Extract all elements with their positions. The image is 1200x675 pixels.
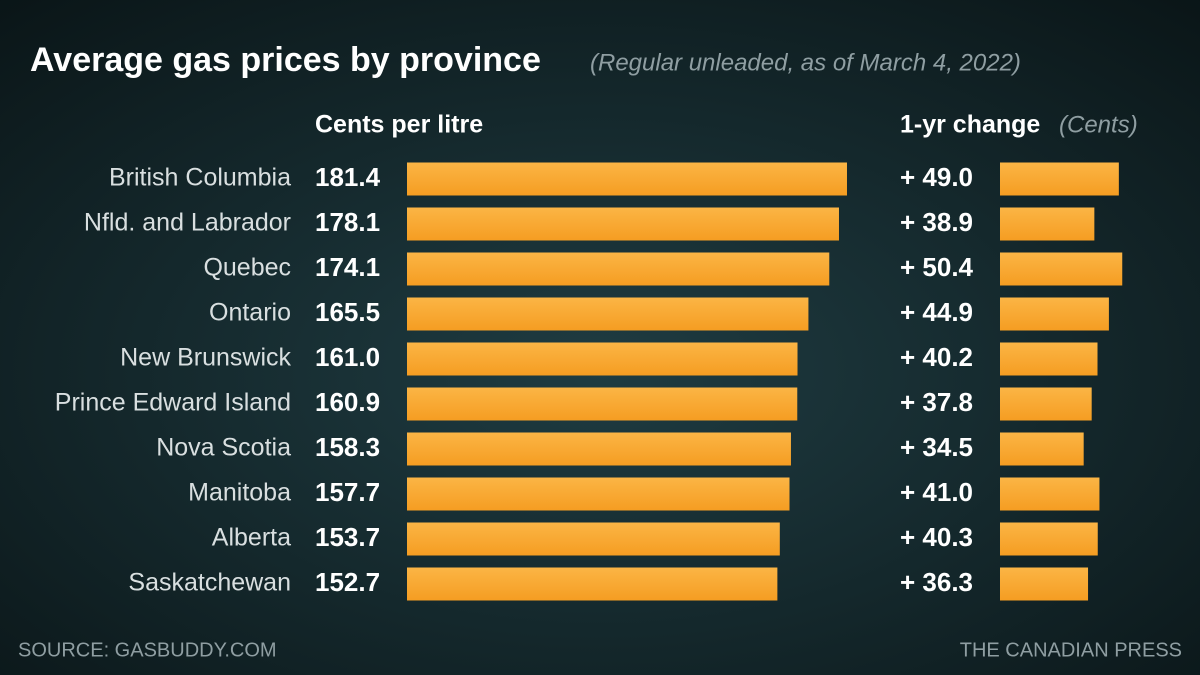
value-label: + 38.9 <box>900 207 973 237</box>
category-label: New Brunswick <box>120 344 291 372</box>
bar <box>1000 342 1098 376</box>
bar <box>1000 477 1100 511</box>
bar <box>407 387 798 421</box>
bar <box>407 252 830 286</box>
value-label: 174.1 <box>315 252 380 282</box>
series-header: Cents per litre <box>315 111 483 139</box>
category-label: Ontario <box>209 299 291 327</box>
value-label: 152.7 <box>315 567 380 597</box>
value-label: 160.9 <box>315 387 380 417</box>
category-label: Prince Edward Island <box>55 389 291 417</box>
value-label: + 40.3 <box>900 522 973 552</box>
credit: THE CANADIAN PRESS <box>960 639 1182 661</box>
bar <box>1000 432 1084 466</box>
series-unit: (Cents) <box>1059 111 1138 138</box>
value-label: + 36.3 <box>900 567 973 597</box>
bar <box>1000 162 1119 196</box>
bar <box>407 477 790 511</box>
value-label: + 37.8 <box>900 387 973 417</box>
category-label: Nova Scotia <box>156 434 291 462</box>
bar <box>1000 297 1109 331</box>
bar <box>1000 567 1089 601</box>
series-header: 1-yr change <box>900 111 1040 139</box>
value-label: 153.7 <box>315 522 380 552</box>
bar <box>407 342 798 376</box>
chart-title: Average gas prices by province <box>30 41 541 79</box>
value-label: + 50.4 <box>900 252 974 282</box>
bar <box>407 297 809 331</box>
value-label: 157.7 <box>315 477 380 507</box>
value-label: 165.5 <box>315 297 380 327</box>
category-label: Manitoba <box>188 479 291 507</box>
value-label: + 49.0 <box>900 162 973 192</box>
bar <box>407 522 780 556</box>
category-label: Quebec <box>203 254 291 282</box>
category-label: Nfld. and Labrador <box>84 209 291 237</box>
source: SOURCE: GASBUDDY.COM <box>18 639 277 661</box>
value-label: + 41.0 <box>900 477 973 507</box>
category-label: British Columbia <box>109 164 291 192</box>
bar <box>1000 207 1095 241</box>
value-label: + 34.5 <box>900 432 973 462</box>
chart-subtitle: (Regular unleaded, as of March 4, 2022) <box>590 49 1021 76</box>
value-label: 158.3 <box>315 432 380 462</box>
value-label: 161.0 <box>315 342 380 372</box>
category-label: Saskatchewan <box>128 569 291 597</box>
bar <box>407 207 839 241</box>
value-label: 181.4 <box>315 162 381 192</box>
bar <box>407 432 791 466</box>
bar <box>1000 252 1123 286</box>
bar <box>407 567 778 601</box>
bar <box>407 162 847 196</box>
value-label: + 44.9 <box>900 297 973 327</box>
category-label: Alberta <box>212 524 291 552</box>
bar <box>1000 522 1098 556</box>
value-label: + 40.2 <box>900 342 973 372</box>
value-label: 178.1 <box>315 207 380 237</box>
bar <box>1000 387 1092 421</box>
